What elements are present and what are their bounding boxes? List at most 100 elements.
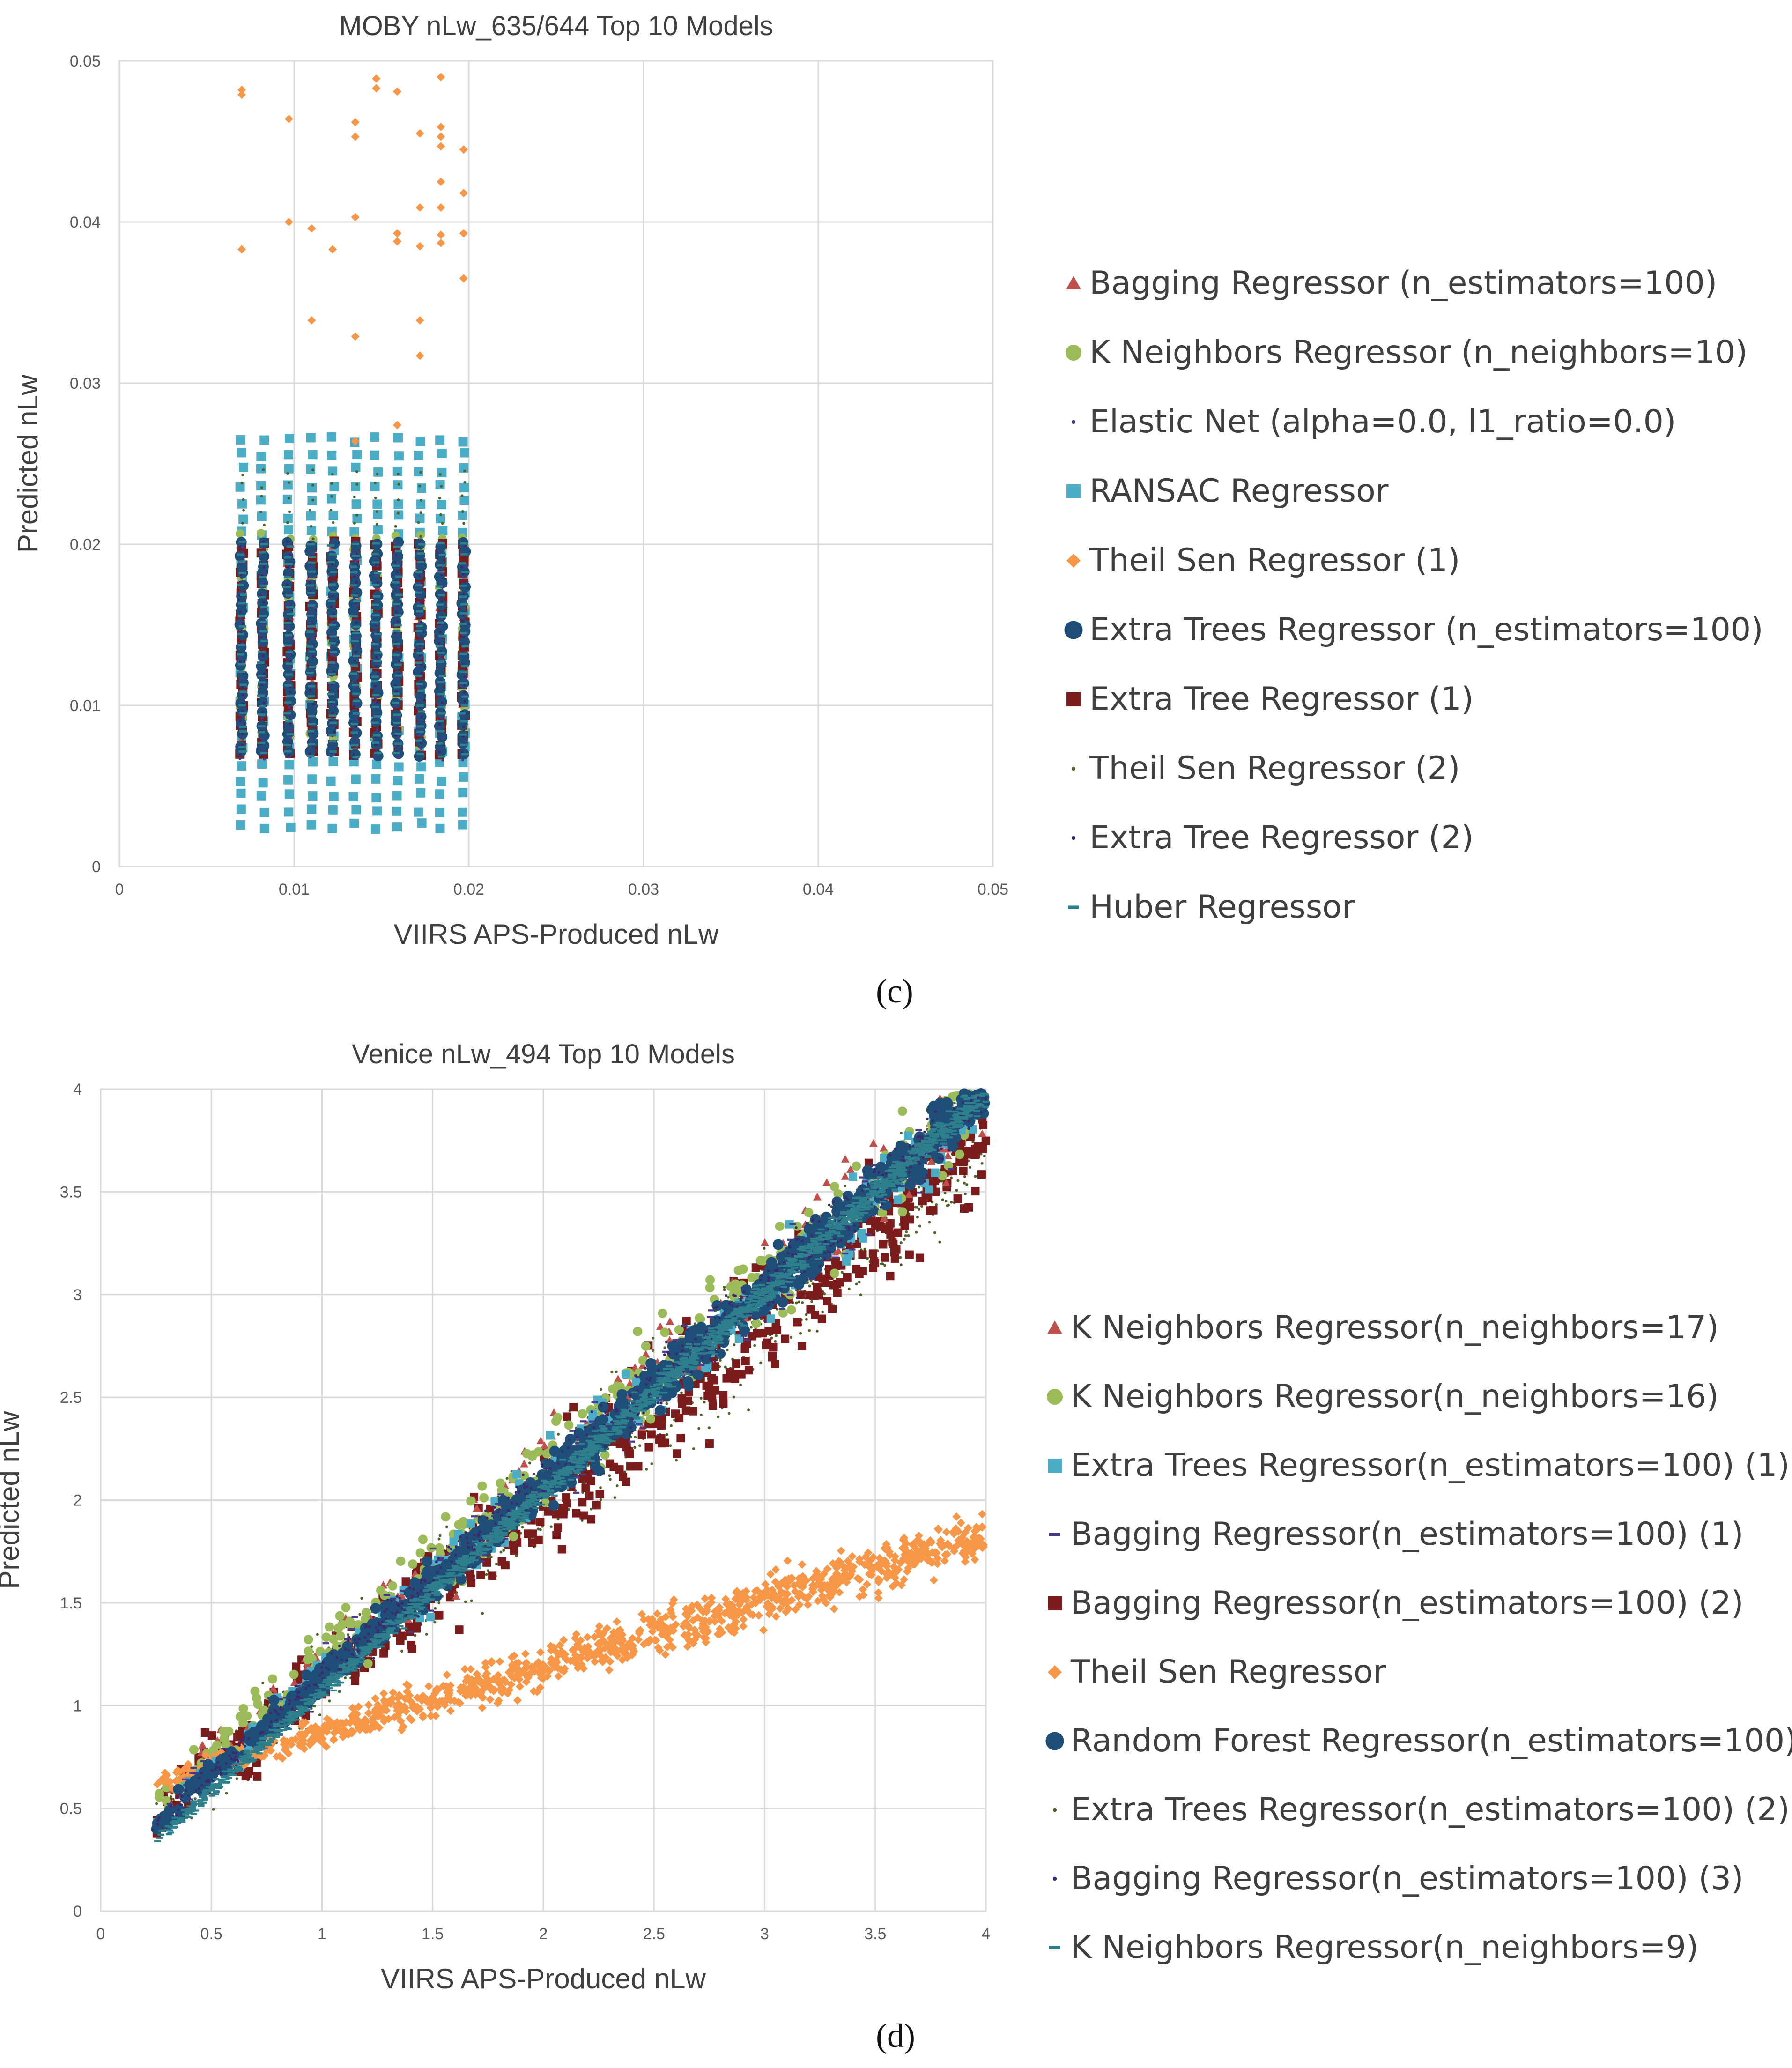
data-point: [286, 521, 289, 524]
data-point: [626, 1462, 635, 1471]
data-point: [372, 595, 380, 598]
y-axis-label: Predicted nLw: [12, 374, 44, 553]
data-point: [392, 581, 400, 584]
data-point: [259, 551, 270, 562]
data-point: [329, 750, 337, 753]
data-point: [352, 625, 360, 628]
data-point: [438, 497, 441, 500]
data-point: [416, 561, 424, 563]
data-point: [392, 791, 402, 801]
data-point: [352, 514, 362, 524]
data-point: [260, 606, 268, 608]
data-point: [258, 725, 266, 727]
data-point: [283, 712, 291, 714]
data-point: [463, 481, 467, 484]
data-point: [353, 659, 356, 662]
data-point: [260, 726, 264, 730]
data-point: [374, 633, 382, 635]
x-tick-label: 2.5: [643, 1925, 665, 1943]
data-point: [723, 1286, 726, 1289]
data-point: [395, 575, 403, 578]
data-point: [437, 132, 445, 141]
data-point: [235, 1731, 244, 1740]
data-point: [420, 498, 423, 502]
data-point: [416, 483, 426, 493]
data-point: [306, 433, 316, 443]
data-point: [539, 1528, 542, 1531]
data-point: [285, 594, 293, 597]
data-point: [239, 610, 242, 614]
data-point: [242, 509, 245, 512]
data-point: [773, 1326, 782, 1334]
data-point: [372, 74, 381, 83]
data-point: [415, 661, 423, 664]
data-point: [918, 1224, 921, 1228]
data-point: [419, 656, 422, 659]
data-point: [615, 1484, 619, 1487]
data-point: [328, 245, 337, 254]
data-point: [563, 1412, 571, 1421]
data-point: [416, 643, 424, 645]
data-point: [376, 1586, 385, 1595]
data-point: [438, 550, 441, 553]
data-point: [441, 758, 444, 762]
data-point: [350, 615, 358, 618]
data-point: [375, 656, 378, 659]
data-point: [285, 583, 289, 586]
data-point: [963, 1175, 966, 1178]
data-point: [352, 632, 360, 635]
data-point: [284, 760, 294, 770]
y-tick-label: 2: [73, 1492, 82, 1510]
data-point: [284, 114, 293, 123]
data-point: [437, 706, 445, 708]
data-point: [581, 1483, 590, 1492]
data-point: [551, 1416, 561, 1426]
data-point: [396, 620, 400, 623]
data-point: [329, 792, 339, 801]
data-point: [796, 1290, 805, 1299]
data-point: [241, 715, 244, 719]
legend-label: K Neighbors Regressor (n_neighbors=10): [1089, 334, 1748, 371]
data-point: [638, 1444, 642, 1447]
data-point: [943, 1151, 952, 1159]
data-point: [259, 563, 267, 565]
data-point: [823, 1292, 826, 1296]
data-point: [286, 472, 289, 475]
data-point: [306, 671, 314, 674]
data-point: [306, 700, 314, 703]
data-point: [459, 448, 469, 458]
data-point: [808, 1329, 811, 1332]
data-point: [355, 470, 358, 473]
data-point: [396, 1636, 405, 1645]
legend-marker: [1071, 836, 1076, 840]
data-point: [699, 1397, 703, 1400]
data-point: [284, 525, 294, 535]
data-point: [376, 473, 379, 476]
data-point: [749, 1326, 753, 1329]
data-point: [374, 651, 382, 654]
data-point: [460, 603, 468, 606]
data-point: [311, 468, 315, 472]
data-point: [437, 178, 445, 186]
data-point: [528, 1538, 537, 1547]
data-point: [372, 614, 380, 617]
data-point: [417, 622, 421, 625]
data-point: [236, 777, 245, 786]
data-point: [326, 607, 338, 618]
data-point: [569, 1403, 578, 1412]
data-point: [625, 1379, 634, 1387]
data-point: [867, 1216, 876, 1225]
data-point: [610, 1371, 614, 1374]
data-point: [863, 1247, 866, 1251]
data-point: [257, 511, 267, 521]
x-tick-label: 0: [96, 1925, 105, 1943]
data-point: [439, 513, 443, 516]
x-tick-label: 3.5: [864, 1925, 886, 1943]
data-point: [486, 1569, 489, 1572]
data-point: [306, 464, 316, 474]
data-point: [373, 660, 381, 662]
data-point: [350, 723, 358, 726]
data-point: [415, 351, 424, 360]
data-point: [415, 584, 423, 587]
data-point: [726, 1348, 729, 1351]
